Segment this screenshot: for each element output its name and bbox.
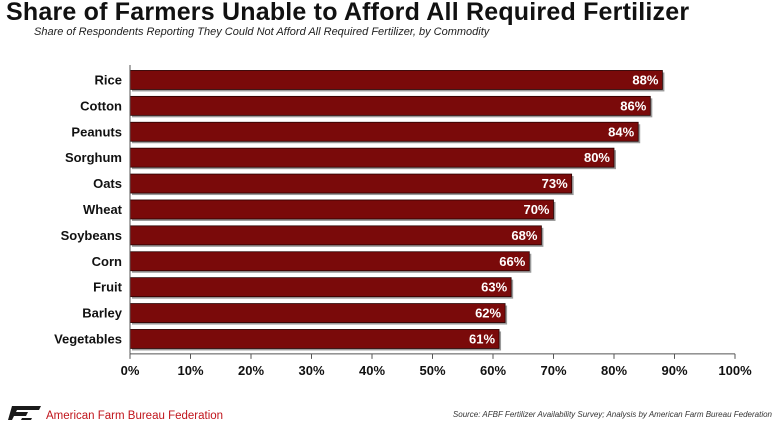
bar — [129, 303, 506, 323]
category-label: Corn — [92, 254, 122, 269]
data-label: 66% — [499, 254, 525, 269]
x-tick-label: 30% — [298, 363, 324, 378]
bar — [129, 251, 530, 272]
category-label: Peanuts — [71, 124, 122, 139]
bar — [129, 95, 651, 116]
chart-subtitle: Share of Respondents Reporting They Coul… — [34, 26, 490, 38]
footer-logo: American Farm Bureau Federation — [8, 405, 223, 426]
x-tick-label: 70% — [540, 363, 566, 378]
x-tick-label: 20% — [238, 363, 264, 378]
data-label: 88% — [632, 72, 658, 87]
data-label: 68% — [511, 228, 537, 243]
category-label: Oats — [93, 176, 122, 191]
bar-chart: Rice 88% Cotton 86% Peanuts 84% Sorghum 80% Oats… — [54, 65, 752, 378]
bar — [129, 173, 573, 194]
data-label: 86% — [620, 98, 646, 113]
source-note: Source: AFBF Fertilizer Availability Sur… — [452, 410, 772, 419]
bar — [129, 225, 542, 246]
bar — [129, 277, 512, 298]
data-label: 62% — [475, 306, 501, 321]
fb-logo-icon — [8, 405, 42, 426]
x-tick-label: 60% — [480, 363, 506, 378]
x-tick-label: 10% — [177, 363, 203, 378]
category-label: Barley — [82, 306, 123, 321]
data-label: 63% — [481, 280, 507, 295]
category-label: Vegetables — [54, 331, 122, 346]
chart-title: Share of Farmers Unable to Afford All Re… — [6, 0, 690, 26]
category-label: Wheat — [83, 202, 123, 217]
category-label: Soybeans — [61, 228, 122, 243]
bar — [129, 147, 615, 168]
data-label: 84% — [608, 124, 634, 139]
data-label: 61% — [469, 331, 495, 346]
x-tick-label: 100% — [718, 363, 752, 378]
category-label: Rice — [95, 72, 122, 87]
category-label: Cotton — [80, 98, 122, 113]
category-label: Fruit — [93, 280, 123, 295]
bar — [129, 199, 554, 220]
bar — [129, 70, 663, 90]
x-tick-label: 90% — [661, 363, 687, 378]
bar — [129, 329, 500, 349]
x-tick-label: 50% — [419, 363, 445, 378]
data-label: 80% — [584, 150, 610, 165]
x-tick-label: 80% — [601, 363, 627, 378]
x-tick-label: 40% — [359, 363, 385, 378]
x-tick-label: 0% — [121, 363, 140, 378]
data-label: 73% — [542, 176, 568, 191]
category-label: Sorghum — [65, 150, 122, 165]
bar — [129, 121, 639, 142]
data-label: 70% — [523, 202, 549, 217]
organization-name: American Farm Bureau Federation — [46, 409, 224, 422]
